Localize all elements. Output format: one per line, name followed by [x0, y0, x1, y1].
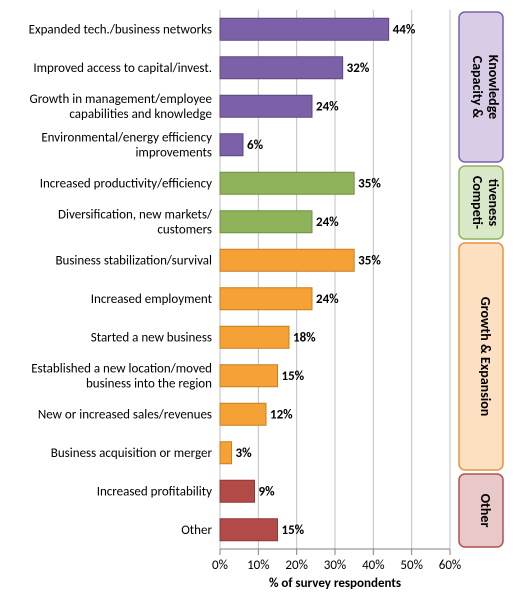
x-tick-label: 30% — [324, 558, 346, 573]
bar — [220, 442, 232, 464]
bar — [220, 480, 255, 502]
x-tick-label: 60% — [439, 558, 461, 573]
bar-value-label: 32% — [347, 61, 370, 76]
x-axis-title: % of survey respondents — [269, 576, 401, 591]
bar-row-label: capabilities and knowledge — [69, 107, 212, 122]
bar-row-label: Business acquisition or merger — [51, 446, 213, 461]
bar-value-label: 12% — [270, 407, 293, 422]
bar-row-label: New or increased sales/revenues — [38, 407, 212, 422]
bar-row-label: Other — [181, 523, 212, 538]
category-label: Other — [477, 494, 494, 528]
x-axis: 0% 10% 20% 30% 40% 50% 60% — [212, 549, 461, 573]
x-tick-label: 10% — [247, 558, 269, 573]
bar-value-label: 9% — [259, 484, 276, 499]
bar — [220, 326, 289, 348]
bar — [220, 18, 389, 40]
bar-value-label: 44% — [393, 22, 416, 37]
bar-row-label: customers — [157, 222, 212, 237]
bar-row-label: business into the region — [86, 376, 212, 391]
x-tick-label: 40% — [362, 558, 384, 573]
bar-row-label: Increased productivity/efficiency — [40, 176, 212, 191]
bar-row-label: Improved access to capital/invest. — [33, 61, 212, 76]
bar-row-label: Environmental/energy efficiency — [41, 130, 212, 145]
bar-row-label: Started a new business — [91, 330, 212, 345]
bar — [220, 403, 266, 425]
x-tick-label: 50% — [400, 558, 422, 573]
bar-row-label: Growth in management/employee — [30, 92, 213, 107]
bar-row-label: improvements — [135, 145, 212, 160]
bar-value-label: 3% — [236, 446, 253, 461]
bar-value-label: 15% — [282, 369, 305, 384]
gridlines — [220, 10, 450, 549]
bar-value-label: 18% — [293, 330, 316, 345]
bar — [220, 288, 312, 310]
bar — [220, 211, 312, 233]
bar — [220, 134, 243, 156]
bar — [220, 95, 312, 117]
bar-value-label: 35% — [358, 176, 381, 191]
category-label: tiveness — [485, 179, 502, 227]
category-strip: Capacity &Knowledge Competi-tiveness Growt… — [459, 12, 503, 547]
bar — [220, 249, 354, 271]
survey-bar-chart: Expanded tech./business networks Improved… — [0, 0, 517, 596]
x-tick-label: 20% — [285, 558, 307, 573]
bar-row-label: Diversification, new markets/ — [58, 207, 213, 222]
bar-row-label: Business stabilization/survival — [55, 253, 212, 268]
bar — [220, 172, 354, 194]
bar — [220, 365, 278, 387]
category-label: Competi- — [469, 176, 486, 229]
bar — [220, 57, 343, 79]
bar-value-label: 24% — [316, 99, 339, 114]
bars-group — [220, 18, 389, 541]
bar-value-label: 24% — [316, 215, 339, 230]
category-label: Growth & Expansion — [477, 297, 494, 417]
bar-value-label: 15% — [282, 523, 305, 538]
bar-labels-group: Expanded tech./business networks Improved… — [29, 22, 213, 538]
bar-value-label: 35% — [358, 253, 381, 268]
bar-row-label: Established a new location/moved — [31, 361, 212, 376]
x-tick-label: 0% — [212, 558, 228, 573]
category-label: Knowledge — [485, 55, 502, 119]
bar-row-label: Increased employment — [91, 292, 213, 307]
bar — [220, 519, 278, 541]
bar-row-label: Increased profitability — [97, 484, 212, 499]
category-label: Capacity & — [469, 56, 486, 119]
bar-value-label: 24% — [316, 292, 339, 307]
bar-row-label: Expanded tech./business networks — [29, 22, 212, 37]
bar-value-label: 6% — [247, 138, 264, 153]
